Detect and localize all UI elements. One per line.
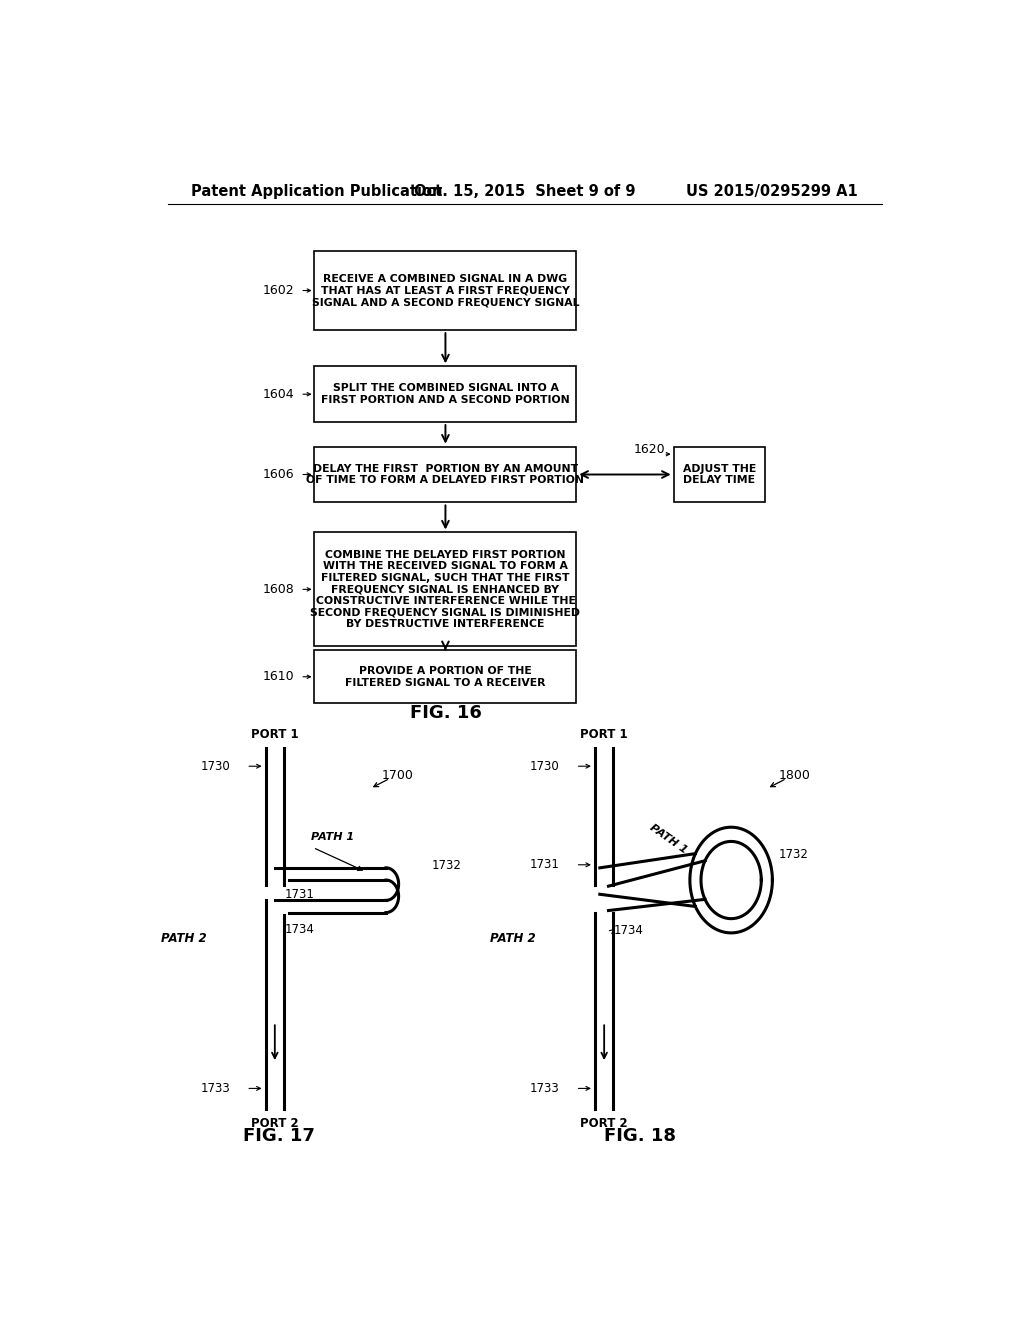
Text: 1732: 1732 [432, 859, 462, 873]
Text: 1731: 1731 [529, 858, 560, 871]
Text: 1734: 1734 [613, 924, 643, 937]
Text: 1800: 1800 [778, 768, 811, 781]
Text: 1604: 1604 [263, 388, 295, 401]
Text: 1610: 1610 [263, 671, 295, 684]
Text: FIG. 18: FIG. 18 [604, 1127, 676, 1146]
Text: FIG. 17: FIG. 17 [243, 1127, 314, 1146]
Text: 1733: 1733 [530, 1082, 560, 1094]
Text: 1731: 1731 [285, 888, 315, 902]
Text: PATH 2: PATH 2 [490, 932, 536, 945]
Text: 1730: 1730 [530, 760, 560, 772]
Text: 1734: 1734 [285, 923, 315, 936]
Text: PORT 2: PORT 2 [251, 1117, 299, 1130]
Text: 1606: 1606 [263, 469, 295, 480]
Text: 1733: 1733 [201, 1082, 230, 1094]
Text: Patent Application Publication: Patent Application Publication [191, 185, 443, 199]
Text: SPLIT THE COMBINED SIGNAL INTO A
FIRST PORTION AND A SECOND PORTION: SPLIT THE COMBINED SIGNAL INTO A FIRST P… [322, 383, 569, 405]
Text: PATH 1: PATH 1 [310, 833, 353, 842]
Text: 1620: 1620 [634, 442, 666, 455]
FancyBboxPatch shape [314, 251, 577, 330]
Text: FIG. 16: FIG. 16 [410, 705, 481, 722]
Text: ADJUST THE
DELAY TIME: ADJUST THE DELAY TIME [683, 463, 756, 486]
Text: PATH 1: PATH 1 [648, 822, 689, 855]
FancyBboxPatch shape [314, 366, 577, 422]
Text: 1608: 1608 [263, 583, 295, 595]
Text: PORT 2: PORT 2 [581, 1117, 628, 1130]
Text: US 2015/0295299 A1: US 2015/0295299 A1 [686, 185, 858, 199]
Text: 1732: 1732 [779, 849, 809, 861]
Text: 1602: 1602 [263, 284, 295, 297]
Text: 1730: 1730 [201, 760, 230, 772]
Text: PORT 1: PORT 1 [251, 727, 299, 741]
FancyBboxPatch shape [314, 651, 577, 704]
Text: 1700: 1700 [382, 768, 414, 781]
Text: RECEIVE A COMBINED SIGNAL IN A DWG
THAT HAS AT LEAST A FIRST FREQUENCY
SIGNAL AN: RECEIVE A COMBINED SIGNAL IN A DWG THAT … [311, 275, 580, 308]
FancyBboxPatch shape [314, 532, 577, 647]
Text: PATH 2: PATH 2 [161, 932, 207, 945]
Text: PORT 1: PORT 1 [581, 727, 628, 741]
FancyBboxPatch shape [314, 446, 577, 503]
Text: Oct. 15, 2015  Sheet 9 of 9: Oct. 15, 2015 Sheet 9 of 9 [414, 185, 636, 199]
Text: COMBINE THE DELAYED FIRST PORTION
WITH THE RECEIVED SIGNAL TO FORM A
FILTERED SI: COMBINE THE DELAYED FIRST PORTION WITH T… [310, 549, 581, 630]
FancyBboxPatch shape [674, 446, 765, 503]
Text: PROVIDE A PORTION OF THE
FILTERED SIGNAL TO A RECEIVER: PROVIDE A PORTION OF THE FILTERED SIGNAL… [345, 667, 546, 688]
Text: DELAY THE FIRST  PORTION BY AN AMOUNT
OF TIME TO FORM A DELAYED FIRST PORTION: DELAY THE FIRST PORTION BY AN AMOUNT OF … [306, 463, 585, 486]
